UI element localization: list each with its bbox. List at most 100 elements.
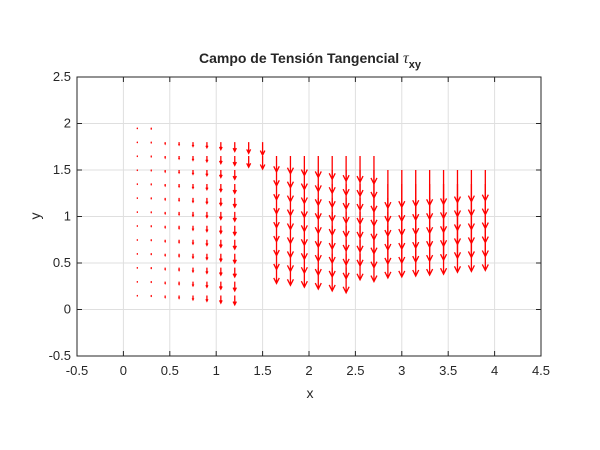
arrow	[164, 239, 167, 244]
arrow	[218, 142, 223, 151]
arrow	[273, 156, 280, 174]
arrow	[232, 295, 237, 307]
arrow	[481, 170, 489, 203]
arrow	[164, 156, 167, 160]
arrow	[191, 295, 195, 302]
arrow	[384, 170, 392, 210]
plot-frame	[76, 76, 542, 357]
arrow	[232, 253, 237, 265]
arrow	[164, 211, 167, 216]
x-tick-label: 0	[120, 363, 127, 378]
arrow	[191, 197, 195, 204]
arrow	[342, 156, 350, 183]
arrow	[191, 281, 195, 288]
arrow	[218, 211, 223, 221]
arrow	[205, 170, 209, 178]
x-tick-label: 3	[398, 363, 405, 378]
arrow	[356, 156, 364, 184]
arrow	[205, 239, 209, 247]
x-tick-label: 3.5	[439, 363, 457, 378]
arrow	[218, 170, 223, 179]
arrow	[205, 183, 209, 191]
arrow	[205, 156, 209, 164]
arrow	[259, 142, 266, 157]
arrow	[178, 183, 181, 189]
arrow	[232, 239, 237, 251]
title-symbol: τ	[403, 50, 410, 67]
arrow	[370, 156, 378, 186]
arrow	[205, 225, 209, 233]
x-tick-label: 2	[305, 363, 312, 378]
arrow	[205, 197, 209, 205]
arrow	[218, 267, 223, 277]
arrow	[232, 267, 237, 279]
arrow	[218, 253, 223, 263]
arrow	[218, 197, 223, 207]
arrow	[412, 170, 420, 208]
arrow	[191, 170, 195, 176]
y-tick-label: -0.5	[49, 348, 71, 363]
arrow	[205, 295, 209, 303]
arrow	[178, 295, 181, 300]
arrow	[191, 225, 195, 232]
arrow	[259, 156, 266, 171]
arrow	[178, 225, 181, 231]
arrow	[232, 170, 237, 181]
y-tick-label: 2	[64, 116, 71, 131]
x-tick-label: 2.5	[346, 363, 364, 378]
arrow	[178, 239, 181, 244]
arrow	[164, 225, 167, 230]
arrow	[191, 239, 195, 246]
arrow	[191, 142, 195, 148]
arrow	[300, 156, 308, 178]
arrow	[178, 211, 181, 217]
y-tick-label: 0.5	[53, 255, 71, 270]
arrow	[232, 225, 237, 237]
x-tick-label: 0.5	[161, 363, 179, 378]
arrow	[164, 183, 167, 188]
arrow	[205, 253, 209, 261]
arrow	[164, 253, 167, 258]
y-axis-label: y	[27, 213, 43, 220]
y-tick-label: 0	[64, 302, 71, 317]
arrow	[205, 211, 209, 219]
arrow	[164, 142, 167, 146]
arrow	[218, 281, 223, 291]
arrow	[286, 156, 295, 176]
arrow	[205, 281, 209, 289]
arrow	[453, 170, 462, 205]
arrow	[191, 183, 195, 190]
y-tick-label: 1	[64, 209, 71, 224]
arrow	[246, 142, 252, 155]
y-tick-label: 2.5	[53, 69, 71, 84]
arrow	[218, 295, 223, 305]
x-tick-label: -0.5	[66, 363, 88, 378]
title-subscript: xy	[409, 59, 422, 71]
x-tick-label: 1	[213, 363, 220, 378]
x-tick-label: 4	[491, 363, 498, 378]
arrow	[178, 170, 181, 175]
x-tick-label: 1.5	[254, 363, 272, 378]
arrow	[178, 156, 181, 161]
title-text: Campo de Tensión Tangencial	[199, 50, 399, 66]
chart-title: Campo de Tensión Tangencial τxy	[199, 50, 422, 71]
arrow	[218, 156, 223, 165]
arrow	[232, 183, 237, 195]
arrow	[164, 281, 167, 285]
arrow	[205, 267, 209, 275]
arrow	[232, 197, 237, 209]
arrow	[164, 267, 167, 271]
arrow	[164, 197, 167, 202]
arrow	[178, 142, 181, 147]
arrow	[191, 253, 195, 260]
arrow	[232, 211, 237, 223]
arrow	[178, 253, 181, 258]
arrow	[191, 267, 195, 274]
x-tick-label: 4.5	[532, 363, 550, 378]
arrow	[398, 170, 406, 209]
arrow	[218, 225, 223, 235]
arrow	[191, 211, 195, 218]
arrow	[164, 170, 167, 174]
arrow	[426, 170, 434, 207]
